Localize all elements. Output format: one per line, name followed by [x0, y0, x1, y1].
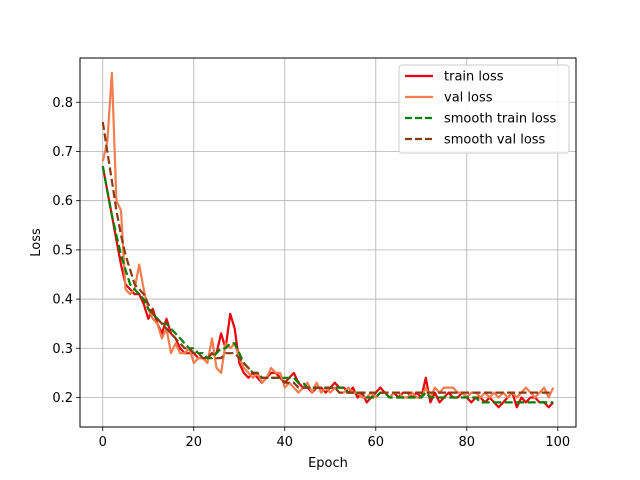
grid: [80, 58, 576, 427]
x-tick-label: 0: [99, 435, 107, 450]
ticks: 0 20 40 60 80 100 0.2 0.3 0.4 0.5 0.6 0.7 0.8: [52, 96, 570, 450]
y-tick-label: 0.3: [52, 342, 73, 357]
x-tick-label: 40: [276, 435, 293, 450]
y-tick-label: 0.7: [52, 145, 73, 160]
legend-box: [398, 64, 570, 154]
series-line-smooth-val-loss: [101, 121, 554, 394]
y-axis-label: Loss: [29, 228, 44, 257]
y-tick-label: 0.8: [52, 96, 73, 111]
x-tick-label: 60: [368, 435, 385, 450]
legend: train loss val loss smooth train loss smoot…: [398, 64, 570, 154]
x-tick-label: 20: [185, 435, 202, 450]
y-tick-label: 0.5: [52, 243, 73, 258]
y-tick-label: 0.6: [52, 194, 73, 209]
y-tick-label: 0.4: [52, 293, 73, 308]
legend-label: smooth train loss: [444, 112, 557, 127]
legend-label: smooth val loss: [444, 133, 546, 148]
series-lines: [101, 71, 555, 409]
x-tick-label: 80: [459, 435, 476, 450]
y-tick-label: 0.2: [52, 391, 73, 406]
legend-label: val loss: [444, 91, 493, 106]
axes-frame: [79, 57, 577, 428]
series-line-val-loss: [101, 71, 555, 399]
x-tick-label: 100: [545, 435, 570, 450]
legend-label: train loss: [444, 70, 504, 85]
x-axis-label: Epoch: [308, 456, 348, 471]
